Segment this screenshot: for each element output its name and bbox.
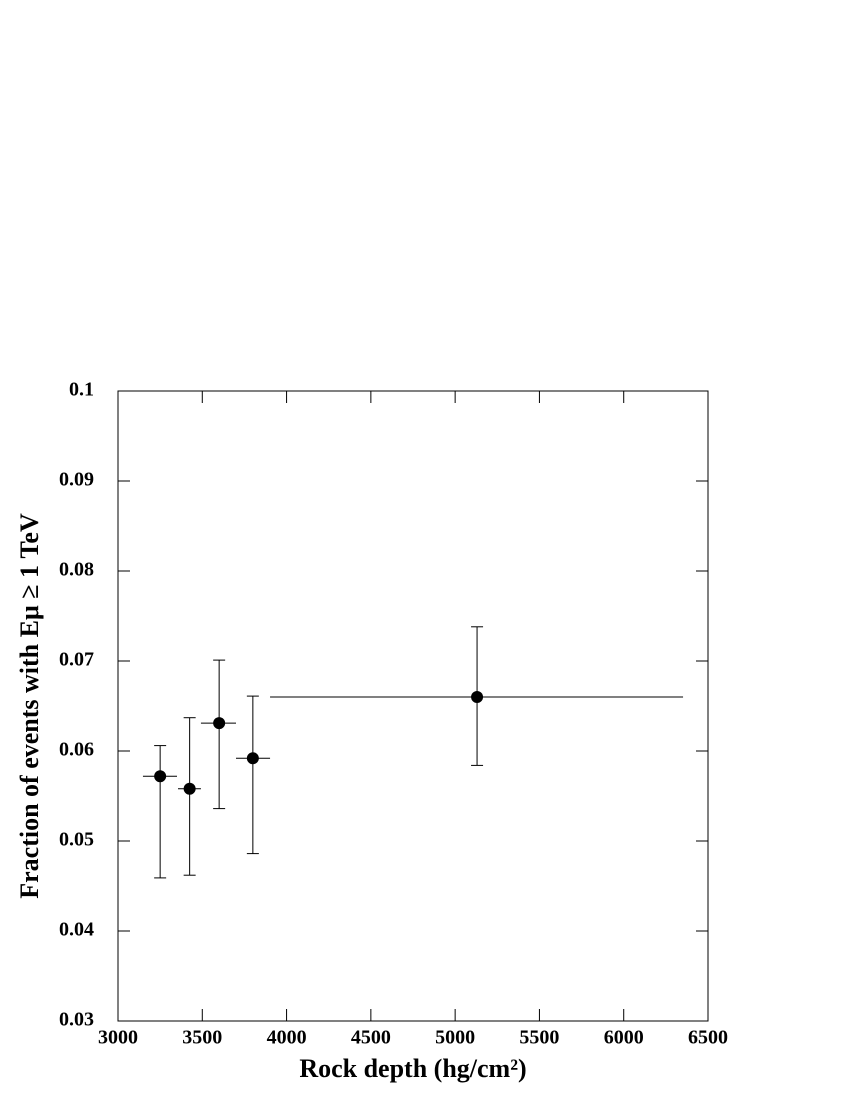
y-tick-label: 0.1 <box>69 379 94 401</box>
x-tick-label: 4000 <box>267 1027 307 1049</box>
data-point <box>183 782 196 795</box>
x-tick-label: 4500 <box>351 1027 391 1049</box>
x-tick-label: 6500 <box>688 1027 728 1049</box>
y-tick-label: 0.04 <box>59 919 94 941</box>
x-tick-label: 5500 <box>519 1027 559 1049</box>
data-point <box>471 691 484 703</box>
data-point <box>246 752 259 765</box>
y-tick-label: 0.08 <box>59 559 94 581</box>
y-tick-label: 0.05 <box>59 829 94 851</box>
y-tick-label: 0.03 <box>59 1009 94 1031</box>
x-tick-label: 3000 <box>98 1027 138 1049</box>
data-point <box>154 770 167 783</box>
y-axis-label: Fraction of events with Eμ ≥ 1 TeV <box>15 513 44 899</box>
data-point <box>213 717 226 730</box>
y-tick-label: 0.09 <box>59 469 94 491</box>
y-tick-label: 0.07 <box>59 649 94 671</box>
x-axis-label: Rock depth (hg/cm²) <box>299 1054 526 1083</box>
plot-frame <box>117 390 709 1022</box>
x-tick-label: 3500 <box>182 1027 222 1049</box>
y-tick-label: 0.06 <box>59 739 94 761</box>
x-tick-label: 5000 <box>435 1027 475 1049</box>
x-tick-label: 6000 <box>604 1027 644 1049</box>
